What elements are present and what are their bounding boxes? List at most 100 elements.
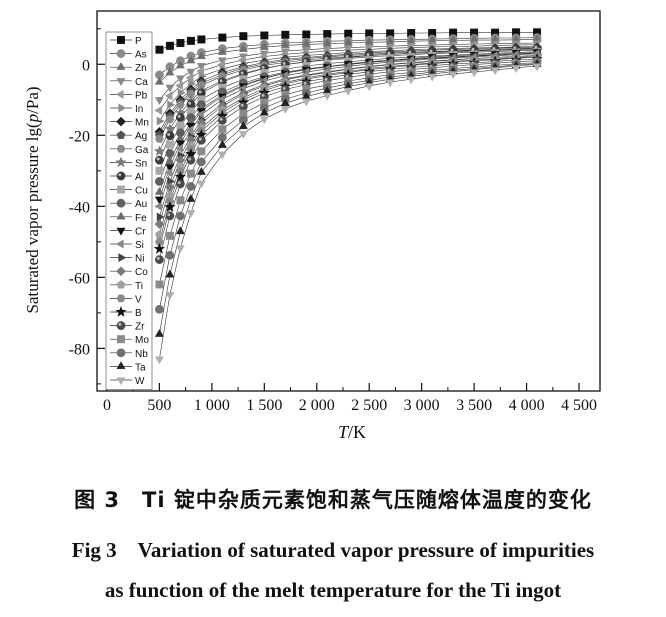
legend: P As Zn Ca Pb In Mn Ag Ga Sn Al Cu Au Fe Cr Si Ni Co Ti VBZ… (105, 31, 153, 391)
data-point (175, 100, 185, 109)
data-point (154, 201, 163, 211)
data-point (175, 179, 185, 189)
data-point (301, 39, 311, 48)
data-point (154, 105, 163, 115)
data-point (385, 79, 395, 88)
data-point (154, 76, 164, 85)
legend-label: Ca (135, 77, 148, 88)
data-point (154, 186, 164, 195)
data-point (196, 167, 206, 175)
legend-label: Nb (135, 349, 148, 360)
data-point (174, 170, 187, 182)
series-line (159, 64, 538, 335)
data-point (259, 41, 269, 50)
legend-item-au: Au (110, 198, 147, 210)
data-point (217, 151, 227, 160)
data-point (239, 32, 248, 41)
data-point (154, 356, 164, 365)
data-point (154, 328, 164, 337)
y-tick-label: 0 (82, 57, 90, 74)
data-point (218, 125, 227, 134)
data-point (175, 113, 185, 122)
legend-marker (116, 211, 126, 220)
data-point (197, 35, 206, 44)
legend-label: Fe (135, 213, 147, 224)
data-point (167, 100, 176, 110)
data-point (238, 44, 248, 52)
legend-item-cr: Cr (110, 226, 146, 237)
data-point (532, 63, 542, 72)
x-tick-label: 3 500 (456, 397, 492, 414)
data-point (165, 211, 175, 221)
data-point (155, 155, 164, 165)
legend-marker (116, 361, 126, 370)
data-point (323, 30, 332, 39)
legend-item-w: W (110, 376, 145, 387)
legend-item-ag: Ag (110, 130, 147, 142)
series-markers-w (154, 63, 542, 365)
data-point (186, 193, 196, 202)
data-point (154, 196, 164, 205)
legend-item-ti: Ti (110, 280, 143, 292)
data-point (259, 116, 269, 125)
data-point (165, 41, 174, 50)
data-point (165, 231, 174, 240)
data-point (186, 68, 196, 77)
data-point (165, 67, 175, 76)
legend-item-as: As (110, 49, 147, 61)
legend-item-al: Al (110, 171, 144, 183)
data-point (164, 122, 176, 134)
data-point (301, 98, 311, 107)
data-point (165, 131, 175, 141)
x-tick-label: 500 (147, 397, 171, 414)
data-point (175, 75, 185, 84)
data-point (164, 91, 173, 101)
data-point (186, 169, 195, 178)
x-tick-label: 4 500 (561, 397, 597, 414)
series-layer (153, 28, 543, 365)
axis-ticks: 0 500 1 000 1 500 2 000 2 500 3 000 3 500 4 000 4… (69, 28, 597, 414)
data-point (217, 115, 227, 125)
legend-label: Co (135, 267, 148, 278)
legend-marker (116, 198, 126, 208)
data-point (343, 87, 353, 96)
legend-marker (116, 171, 126, 181)
legend-marker (117, 185, 125, 194)
legend-label: W (135, 376, 145, 387)
legend-label: Sn (135, 158, 147, 169)
series-line (159, 65, 538, 360)
legend-label: P (135, 36, 142, 47)
data-point (406, 76, 416, 85)
data-point (469, 69, 479, 78)
vapor-pressure-chart: 0 500 1 000 1 500 2 000 2 500 3 000 3 500 4 000 4… (23, 10, 601, 442)
legend-marker (117, 36, 125, 44)
y-tick-label: -80 (69, 341, 90, 358)
legend-marker (116, 116, 126, 127)
data-point (186, 182, 196, 191)
data-point (186, 155, 196, 165)
data-point (165, 115, 175, 124)
data-point (196, 135, 206, 145)
legend-item-in: In (110, 103, 143, 115)
data-point (155, 280, 164, 289)
legend-item-nb: Nb (110, 348, 148, 360)
legend-item-b: B (110, 305, 142, 319)
legend-marker (115, 89, 124, 99)
data-point (165, 250, 175, 260)
data-point (153, 242, 166, 254)
legend-item-v: V (110, 294, 142, 305)
legend-marker (118, 253, 127, 263)
data-point (281, 30, 290, 39)
data-point (156, 116, 165, 126)
data-point (165, 164, 175, 173)
x-tick-label: 2 000 (299, 397, 335, 414)
data-point (155, 166, 164, 175)
data-point (155, 255, 164, 264)
data-point (164, 168, 173, 178)
plot-frame (96, 10, 601, 392)
data-point (448, 71, 458, 80)
data-point (238, 130, 248, 139)
legend-item-p: P (110, 36, 142, 47)
data-point (154, 219, 165, 229)
legend-marker (117, 335, 125, 344)
